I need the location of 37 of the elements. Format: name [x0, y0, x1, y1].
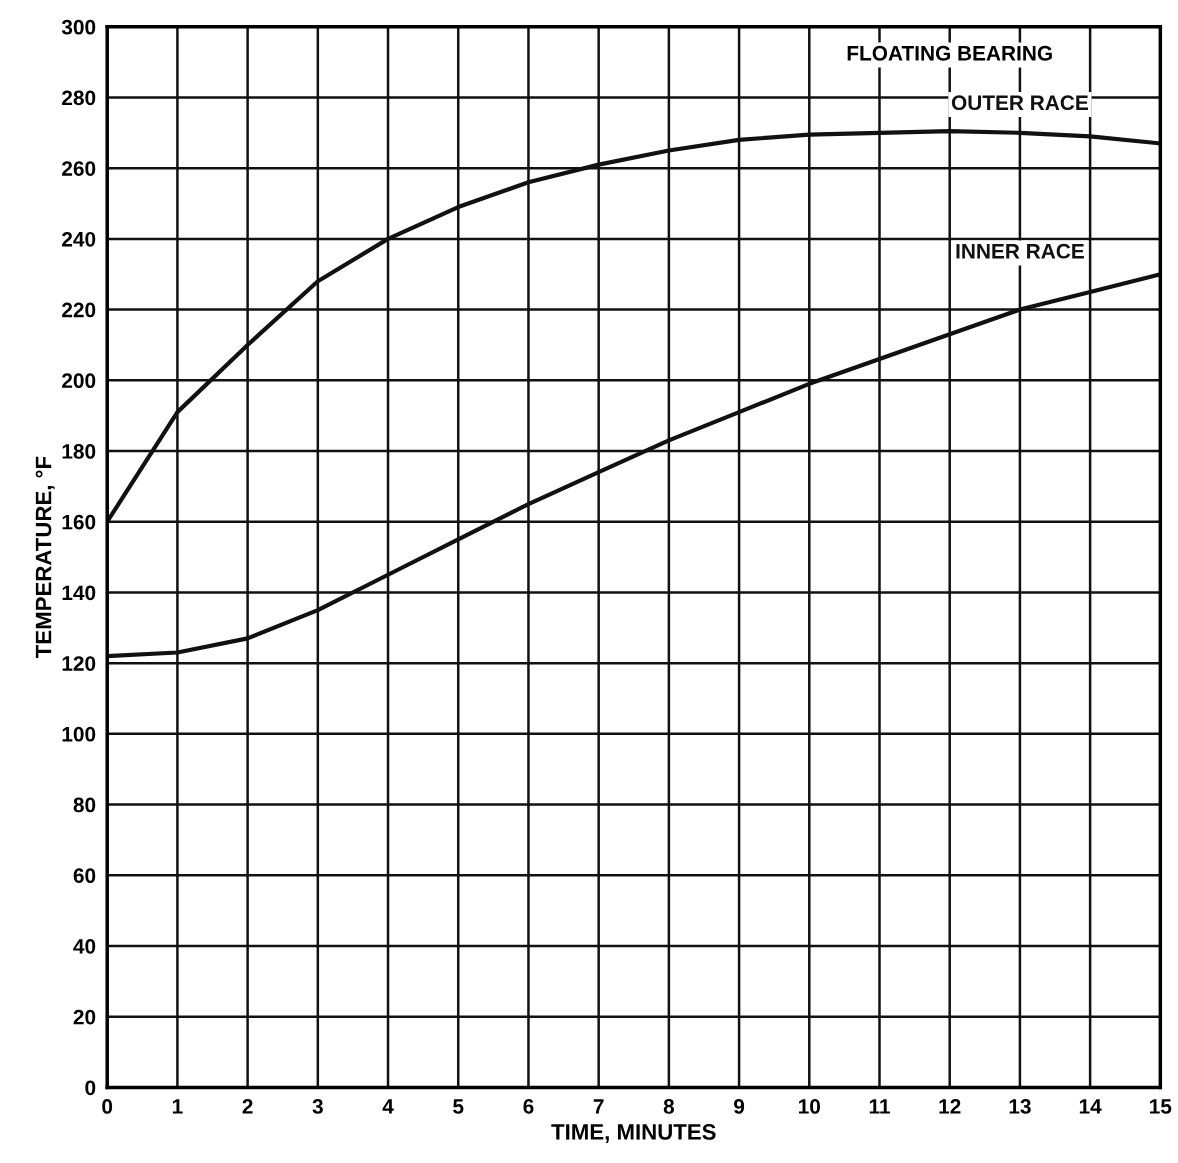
y-tick-label: 60 — [73, 868, 96, 884]
y-tick-label: 300 — [61, 19, 96, 35]
y-tick-label: 20 — [73, 1009, 96, 1025]
x-tick-label: 1 — [172, 1099, 183, 1114]
y-tick-label: 220 — [62, 302, 96, 318]
x-axis-title: TIME, MINUTES — [551, 1124, 716, 1144]
x-tick-label: 5 — [453, 1099, 464, 1114]
series-label: OUTER RACE — [951, 95, 1088, 111]
y-tick-label: 80 — [73, 797, 96, 813]
x-tick-label: 12 — [939, 1099, 961, 1114]
x-tick-label: 8 — [663, 1099, 675, 1114]
x-tick-label: 14 — [1079, 1099, 1102, 1114]
y-tick-label: 260 — [62, 161, 96, 176]
x-tick-label: 7 — [593, 1099, 604, 1114]
y-tick-label: 180 — [62, 444, 96, 459]
y-tick-label: 40 — [73, 938, 96, 954]
y-tick-label: 140 — [62, 585, 96, 601]
x-tick-label: 11 — [869, 1099, 890, 1114]
x-tick-label: 15 — [1150, 1099, 1172, 1114]
y-tick-label: 240 — [62, 231, 96, 247]
x-tick-label: 2 — [242, 1099, 253, 1114]
series-label: INNER RACE — [956, 243, 1084, 259]
x-tick-label: 6 — [523, 1099, 534, 1114]
x-tick-label: 10 — [799, 1099, 821, 1114]
y-tick-label: 100 — [62, 726, 96, 742]
annotation: FLOATING BEARING — [847, 45, 1052, 61]
x-tick-label: 4 — [382, 1099, 394, 1114]
y-tick-label: 120 — [62, 656, 96, 671]
x-tick-label: 9 — [734, 1099, 745, 1114]
y-axis-title: TEMPERATURE, °F — [35, 456, 55, 658]
x-tick-label: 0 — [102, 1099, 113, 1114]
y-tick-label: 200 — [62, 373, 96, 389]
y-tick-label: 0 — [85, 1080, 96, 1096]
x-tick-label: 13 — [1009, 1099, 1031, 1114]
x-tick-label: 3 — [312, 1099, 323, 1114]
y-tick-label: 280 — [62, 90, 96, 106]
y-tick-label: 160 — [62, 514, 96, 530]
